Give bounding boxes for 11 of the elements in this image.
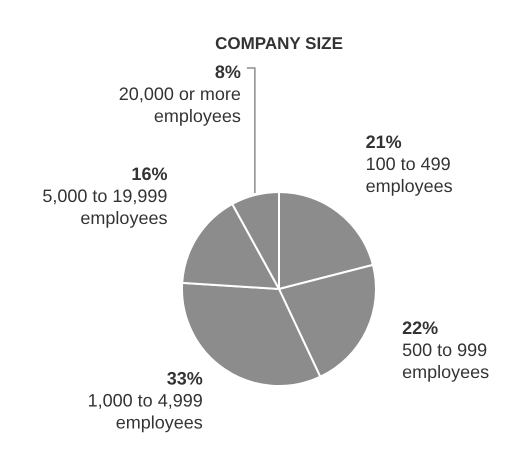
chart-title: COMPANY SIZE: [214, 34, 344, 54]
slice-label: 500 to 999 employees: [402, 340, 490, 382]
data-label: 8%: [214, 62, 241, 82]
data-label: 21%: [366, 132, 402, 152]
data-label: 22%: [402, 318, 438, 338]
slice-label: 100 to 499 employees: [366, 154, 453, 196]
data-label: 16%: [131, 164, 168, 184]
slice-label: 1,000 to 4,999 employees: [88, 390, 203, 432]
slice-label: 5,000 to 19,999 employees: [42, 186, 168, 228]
slice-label: 20,000 or more employees: [118, 84, 241, 126]
data-label: 33%: [166, 368, 203, 388]
